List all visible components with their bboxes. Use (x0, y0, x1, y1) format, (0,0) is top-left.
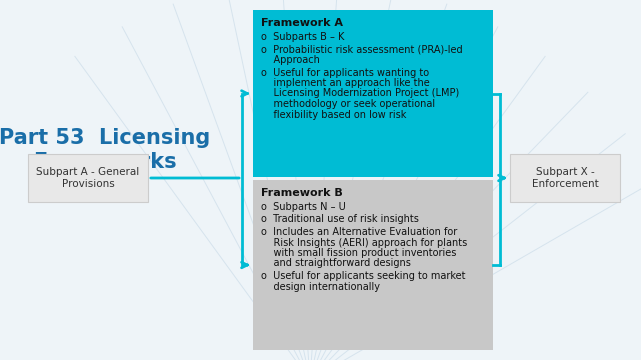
FancyBboxPatch shape (253, 10, 493, 177)
Text: o  Traditional use of risk insights: o Traditional use of risk insights (261, 215, 419, 225)
Text: Framework A: Framework A (261, 18, 343, 28)
FancyBboxPatch shape (253, 180, 493, 350)
Text: o  Includes an Alternative Evaluation for: o Includes an Alternative Evaluation for (261, 227, 457, 237)
FancyBboxPatch shape (28, 154, 148, 202)
Text: methodology or seek operational: methodology or seek operational (261, 99, 435, 109)
Text: o  Subparts N – U: o Subparts N – U (261, 202, 345, 212)
Text: Subpart X -
Enforcement: Subpart X - Enforcement (531, 167, 599, 189)
Text: Part 53  Licensing
Frameworks: Part 53 Licensing Frameworks (0, 129, 211, 172)
Text: design internationally: design internationally (261, 282, 380, 292)
Text: implement an approach like the: implement an approach like the (261, 78, 429, 88)
Text: o  Subparts B – K: o Subparts B – K (261, 32, 344, 42)
Text: o  Useful for applicants wanting to: o Useful for applicants wanting to (261, 68, 429, 77)
Text: Subpart A - General
Provisions: Subpart A - General Provisions (37, 167, 140, 189)
Text: o  Probabilistic risk assessment (PRA)-led: o Probabilistic risk assessment (PRA)-le… (261, 45, 463, 54)
Text: Framework B: Framework B (261, 188, 343, 198)
Text: and straightforward designs: and straightforward designs (261, 258, 411, 269)
Text: flexibility based on low risk: flexibility based on low risk (261, 109, 406, 120)
Text: o  Useful for applicants seeking to market: o Useful for applicants seeking to marke… (261, 271, 465, 281)
FancyBboxPatch shape (510, 154, 620, 202)
Text: Approach: Approach (261, 55, 320, 65)
Text: Licensing Modernization Project (LMP): Licensing Modernization Project (LMP) (261, 89, 459, 99)
Text: Risk Insights (AERI) approach for plants: Risk Insights (AERI) approach for plants (261, 238, 467, 248)
Text: with small fission product inventories: with small fission product inventories (261, 248, 456, 258)
